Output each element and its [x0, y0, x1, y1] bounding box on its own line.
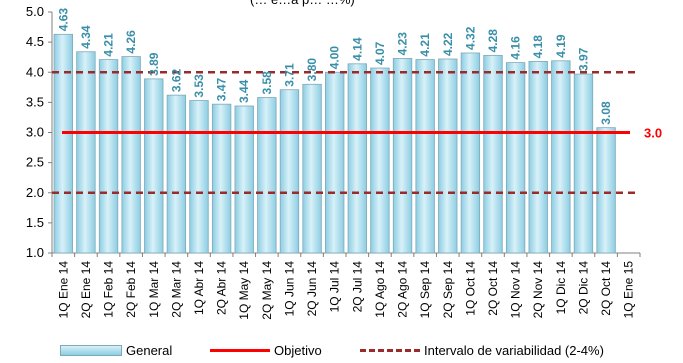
data-label: 3.71 — [282, 63, 296, 87]
y-tick-label: 2.0 — [26, 185, 44, 200]
category-label: 1Q Dic 14 — [554, 261, 568, 315]
data-label: 4.14 — [350, 37, 364, 61]
data-label: 4.21 — [102, 33, 116, 57]
category-label: 2Q Jun 14 — [305, 261, 319, 317]
data-label: 3.44 — [237, 79, 251, 103]
bar — [121, 56, 141, 254]
data-label: 4.21 — [418, 33, 432, 57]
data-label: 4.28 — [486, 29, 500, 53]
objetivo-label: 3.0 — [644, 126, 662, 141]
y-tick-label: 2.5 — [26, 155, 44, 170]
category-label: 1Q Ene 14 — [56, 261, 70, 319]
y-tick-label: 5.0 — [26, 4, 44, 19]
bar — [528, 61, 548, 254]
bar — [279, 89, 300, 254]
bar — [551, 60, 571, 254]
data-label: 3.62 — [169, 68, 183, 92]
category-label: 2Q Dic 14 — [576, 261, 590, 315]
legend-swatch-objetivo — [210, 348, 270, 352]
data-label: 3.97 — [576, 47, 590, 71]
bar — [211, 103, 232, 254]
category-label: 2Q May 14 — [260, 261, 274, 320]
category-label: 2Q Ene 14 — [79, 261, 93, 319]
data-label: 4.63 — [56, 8, 70, 32]
category-label: 2Q Sep 14 — [441, 261, 455, 319]
data-label: 3.80 — [305, 58, 319, 82]
legend-item-general: General — [60, 340, 172, 360]
legend-label-intervalo: Intervalo de variabilidad (2-4%) — [424, 342, 604, 358]
data-label: 4.07 — [373, 41, 387, 65]
category-label: 2Q Oct 14 — [486, 261, 500, 316]
data-label: 4.34 — [79, 25, 93, 49]
data-label: 4.18 — [531, 35, 545, 59]
bar — [76, 51, 96, 254]
bar — [370, 67, 390, 254]
data-label: 4.22 — [441, 32, 455, 56]
category-label: 1Q May 14 — [237, 261, 251, 320]
category-label: 1Q Abr 14 — [192, 261, 206, 315]
category-label: 1Q Ene 15 — [622, 261, 636, 319]
bar — [257, 97, 277, 254]
bar — [325, 71, 345, 254]
chart-area: (… e…a p… …%) 1.0 1.5 2.0 2.5 3.0 3.5 4.0 4.5 5.0… — [26, 0, 662, 320]
bar — [347, 63, 367, 254]
data-label: 4.26 — [124, 30, 138, 54]
category-label: 2Q Jul 14 — [350, 261, 364, 313]
category-label: 2Q Ago 14 — [396, 261, 410, 318]
bar — [573, 73, 594, 254]
bar — [144, 78, 164, 254]
category-label: 2Q Feb 14 — [124, 261, 138, 318]
chart-title-partial: (… e…a p… …%) — [250, 0, 355, 7]
legend-item-objetivo: Objetivo — [210, 340, 322, 360]
legend: General Objetivo Intervalo de variabilid… — [60, 340, 680, 360]
y-tick-label: 3.0 — [26, 125, 44, 140]
bar — [483, 54, 503, 254]
data-label: 4.32 — [463, 26, 477, 50]
data-label: 3.53 — [192, 74, 206, 98]
y-tick-label: 4.0 — [26, 64, 44, 79]
category-label: 1Q Ago 14 — [373, 261, 387, 318]
legend-label-general: General — [126, 342, 173, 358]
data-label: 3.58 — [260, 71, 274, 95]
category-label: 1Q Jun 14 — [282, 261, 296, 317]
bar — [98, 59, 119, 254]
data-label: 3.89 — [147, 52, 161, 76]
category-label: 1Q Jul 14 — [328, 261, 342, 313]
bar — [53, 33, 73, 254]
y-tick-label: 4.5 — [26, 34, 44, 49]
category-label: 1Q Feb 14 — [102, 261, 116, 318]
y-tick-label: 1.0 — [26, 245, 44, 260]
bar — [166, 94, 187, 254]
bar — [596, 127, 616, 254]
bar — [460, 52, 481, 254]
legend-item-intervalo: Intervalo de variabilidad (2-4%) — [360, 340, 604, 360]
category-label: 1Q Sep 14 — [418, 261, 432, 319]
data-label: 4.00 — [328, 46, 342, 70]
category-label: 2Q Nov 14 — [531, 261, 545, 319]
legend-label-objetivo: Objetivo — [274, 342, 322, 358]
bar — [189, 100, 209, 254]
data-label: 4.19 — [554, 34, 568, 58]
legend-swatch-intervalo — [360, 348, 420, 352]
bar — [505, 62, 526, 254]
y-tick-label: 1.5 — [26, 215, 44, 230]
category-label: 1Q Oct 14 — [463, 261, 477, 316]
y-tick-label: 3.5 — [26, 94, 44, 109]
bar — [302, 83, 322, 254]
data-label: 4.23 — [396, 32, 410, 56]
category-label: 2Q Abr 14 — [215, 261, 229, 315]
data-label: 4.16 — [509, 36, 523, 60]
data-label: 3.08 — [599, 101, 613, 125]
legend-swatch-general — [60, 344, 122, 356]
category-label: 2Q Oct 14 — [599, 261, 613, 316]
bar — [392, 57, 413, 254]
bar — [415, 59, 435, 254]
bar — [234, 105, 254, 254]
category-label: 2Q Mar 14 — [169, 261, 183, 318]
category-label: 1Q Mar 14 — [147, 261, 161, 318]
bar — [438, 58, 458, 254]
category-label: 1Q Nov 14 — [509, 261, 523, 319]
data-label: 3.47 — [215, 78, 229, 102]
